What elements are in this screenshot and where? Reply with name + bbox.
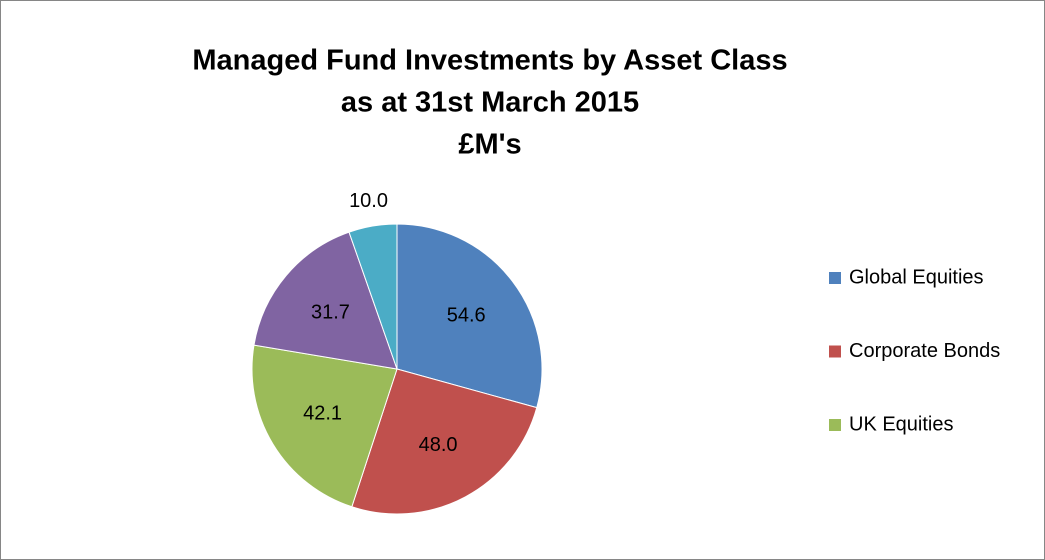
legend-swatch (829, 419, 841, 431)
data-label: 48.0 (419, 434, 458, 456)
legend-swatch (829, 272, 841, 284)
legend-swatch (829, 345, 841, 358)
pie-slice (251, 344, 398, 508)
legend-label: UK Equities (849, 413, 954, 435)
pie-slice (253, 231, 398, 370)
data-label: 42.1 (303, 402, 342, 424)
legend-label: Corporate Bonds (849, 340, 1000, 362)
chart-title: Managed Fund Investments by Asset Class (192, 45, 787, 77)
chart-title: £M's (458, 129, 521, 161)
data-label: 10.0 (349, 190, 388, 212)
chart-title: as at 31st March 2015 (341, 87, 639, 119)
pie-slice (351, 368, 538, 515)
legend-label: Global Equities (849, 266, 984, 288)
data-label: 31.7 (311, 301, 350, 323)
pie-slice (396, 223, 543, 409)
pie-slice (348, 223, 398, 370)
data-label: 54.6 (447, 305, 486, 327)
